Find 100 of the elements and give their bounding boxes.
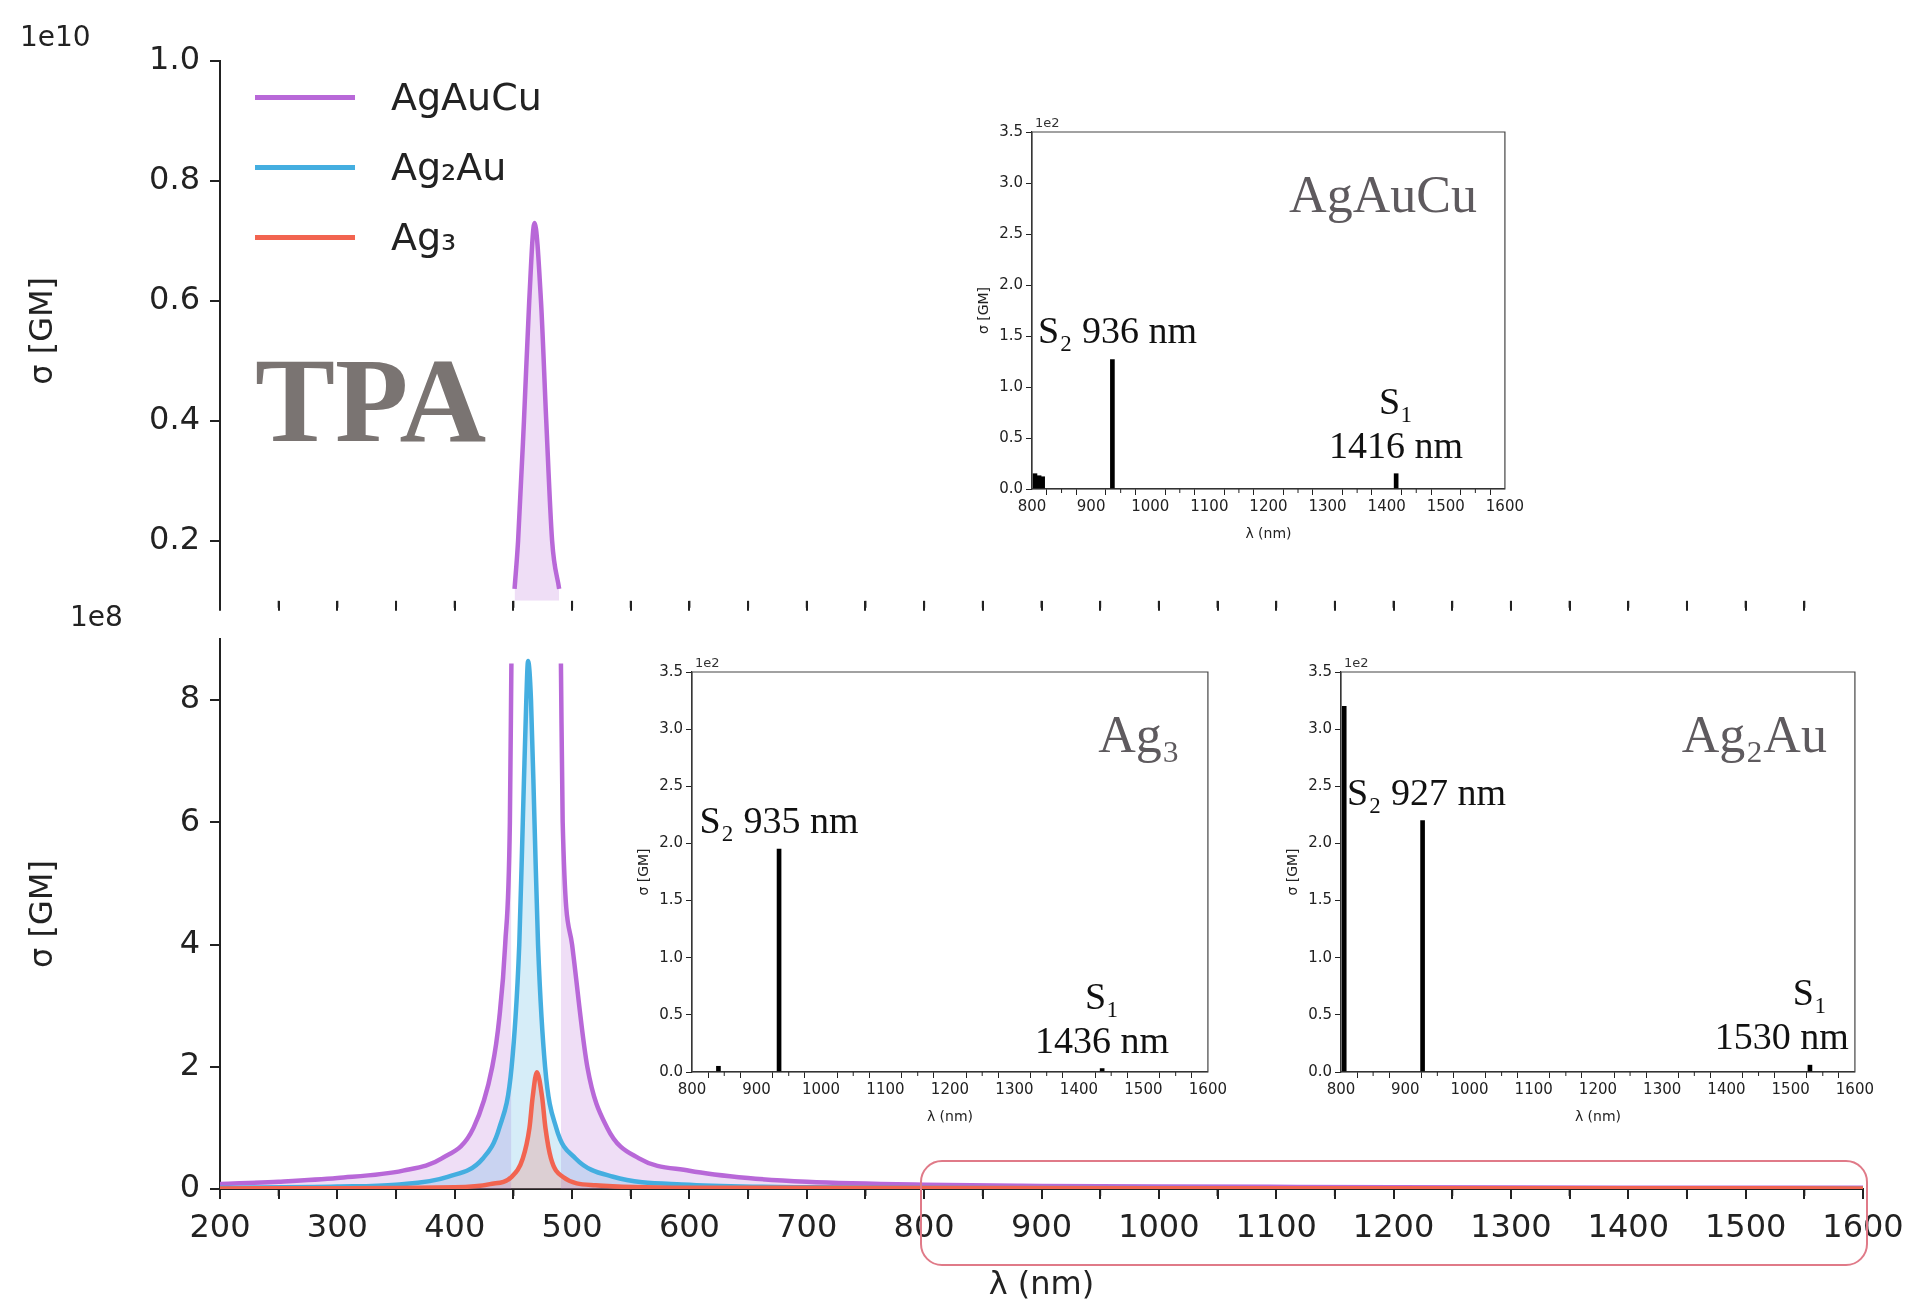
bar	[716, 1065, 721, 1072]
x-axis-title: λ (nm)	[1245, 525, 1292, 542]
y-tick-label: 2.0	[659, 833, 683, 852]
x-tick-label: 1500	[1426, 496, 1465, 515]
bar	[1341, 705, 1347, 1072]
y-tick-label: 0.0	[1308, 1061, 1332, 1080]
y-tick-label: 3.0	[659, 719, 683, 738]
annotation: S₁	[1792, 971, 1828, 1014]
y-axis-title: σ [GM]	[975, 286, 992, 335]
x-tick-label: 500	[541, 1206, 603, 1245]
x-tick-label: 1500	[1124, 1079, 1163, 1098]
x-tick-label: 1600	[1485, 496, 1525, 515]
y-tick-label: 0.6	[149, 279, 200, 318]
x-tick-label: 1100	[866, 1079, 905, 1098]
x-tick-label: 900	[1010, 1206, 1073, 1245]
annotation: Ag₂Au	[1681, 706, 1827, 763]
annotation: 1416 nm	[1329, 423, 1464, 466]
x-tick-label: 400	[424, 1206, 486, 1245]
y-tick-label: 3.0	[999, 172, 1023, 191]
annotation: Ag₃	[1098, 706, 1180, 763]
y-tick-label: 2.0	[999, 274, 1023, 293]
x-axis-title: λ (nm)	[1574, 1108, 1622, 1125]
x-tick-label: 700	[776, 1206, 838, 1245]
annotation: S₁	[1378, 379, 1414, 422]
annotation: S₂ 927 nm	[1346, 770, 1506, 813]
x-tick-label: 1400	[1059, 1079, 1099, 1098]
y-tick-label: 3.5	[999, 121, 1023, 140]
x-tick-label: 1200	[1249, 496, 1288, 515]
annotation: S₂ 936 nm	[1037, 309, 1197, 352]
y-tick-label: 0.4	[149, 399, 200, 438]
y-tick-label: 3.0	[1308, 719, 1332, 738]
y-axis-title: σ [GM]	[21, 860, 60, 968]
x-tick-label: 1300	[1643, 1079, 1682, 1098]
y-tick-label: 1.5	[1308, 890, 1332, 909]
y-tick-label: 4	[179, 922, 200, 961]
y-tick-label: 2.5	[659, 776, 683, 795]
x-tick-label: 1300	[995, 1079, 1034, 1098]
x-tick-label: 1400	[1367, 496, 1406, 515]
x-axis-title: λ (nm)	[988, 1264, 1095, 1303]
x-tick-label: 1500	[1771, 1079, 1810, 1098]
bar	[1040, 476, 1045, 489]
legend-label: AgAuCu	[391, 75, 542, 119]
y-tick-label: 0.8	[149, 159, 200, 198]
y-axis-title: σ [GM]	[21, 276, 60, 385]
y-tick-label: 1.5	[999, 325, 1023, 344]
y-tick-label: 1.0	[999, 376, 1023, 395]
x-tick-label: 800	[677, 1079, 707, 1098]
annotation: 1530 nm	[1714, 1015, 1849, 1058]
y-axis-title: σ [GM]	[1284, 848, 1301, 896]
x-tick-label: 1100	[1190, 496, 1229, 515]
text: 1e10	[20, 20, 91, 54]
x-tick-label: 1600	[1188, 1079, 1228, 1098]
y-tick-label: 0	[179, 1167, 200, 1206]
y-tick-label: 0.5	[999, 427, 1023, 446]
x-tick-label: 1000	[801, 1079, 841, 1098]
y-tick-label: 0.5	[1308, 1004, 1332, 1023]
y-tick-label: 6	[179, 800, 200, 839]
annotation: 1436 nm	[1035, 1018, 1170, 1061]
x-tick-label: 1600	[1835, 1079, 1875, 1098]
x-tick-label: 1100	[1514, 1079, 1553, 1098]
y-tick-label: 2.0	[1308, 833, 1332, 852]
x-tick-label: 1500	[1704, 1206, 1787, 1245]
y-tick-label: 0.2	[149, 519, 200, 558]
x-tick-label: 600	[658, 1206, 720, 1245]
bar	[1110, 359, 1115, 489]
y-tick-label: 1.0	[1308, 947, 1332, 966]
x-tick-label: 900	[742, 1079, 771, 1098]
y-tick-label: 1.0	[659, 947, 683, 966]
x-tick-label: 1300	[1470, 1206, 1552, 1245]
x-tick-label: 1200	[1578, 1079, 1618, 1098]
y-tick-label: 3.5	[1308, 661, 1332, 680]
annotation: 1e2	[1035, 114, 1060, 130]
x-axis-title: λ (nm)	[926, 1108, 974, 1125]
annotation: 1e2	[695, 654, 720, 670]
y-axis-title: σ [GM]	[635, 848, 652, 896]
annotation: TPA	[255, 334, 487, 467]
y-tick-label: 2.5	[999, 223, 1023, 242]
x-tick-label: 800	[1017, 496, 1047, 515]
legend-label: Ag₂Au	[391, 145, 507, 189]
y-tick-label: 2.5	[1308, 776, 1332, 795]
x-tick-label: 1000	[1131, 496, 1170, 515]
annotation: S₂ 935 nm	[699, 799, 859, 842]
x-tick-label: 900	[1076, 496, 1106, 515]
x-tick-label: 1100	[1235, 1206, 1317, 1245]
y-tick-label: 0.0	[659, 1061, 683, 1080]
x-tick-label: 300	[306, 1206, 368, 1245]
annotation: S₁	[1084, 974, 1120, 1017]
x-tick-label: 1300	[1308, 496, 1347, 515]
text: 1e8	[70, 600, 123, 634]
y-tick-label: 0.5	[659, 1004, 683, 1023]
x-tick-label: 900	[1390, 1079, 1420, 1098]
annotation: 1e2	[1344, 654, 1369, 670]
x-tick-label: 1400	[1587, 1206, 1669, 1245]
x-tick-label: 1400	[1707, 1079, 1746, 1098]
x-tick-label: 1000	[1118, 1206, 1200, 1245]
bar	[1420, 820, 1425, 1072]
y-tick-label: 1.0	[149, 39, 200, 78]
y-tick-label: 2	[179, 1045, 200, 1084]
y-tick-label: 8	[179, 678, 200, 717]
y-tick-label: 3.5	[659, 661, 683, 680]
